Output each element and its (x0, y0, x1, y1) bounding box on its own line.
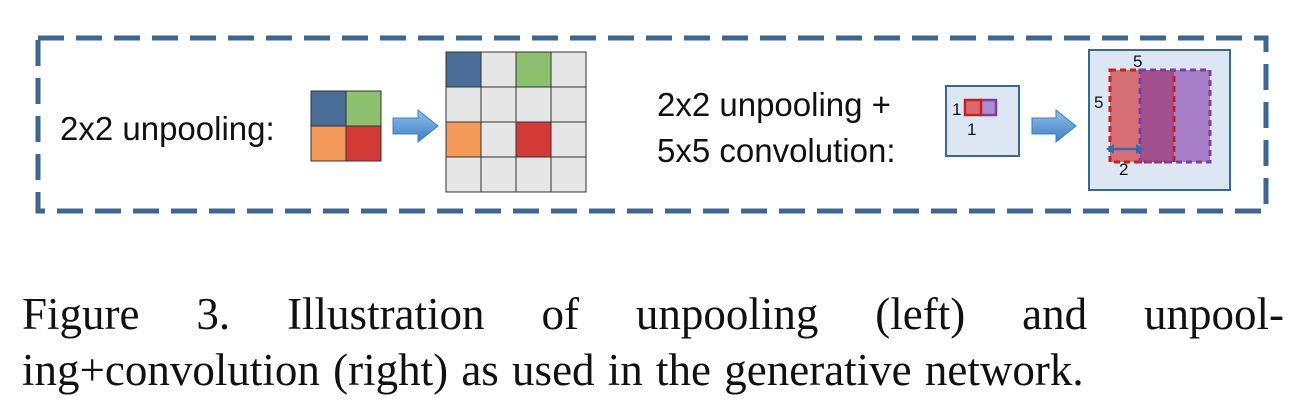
grid-cell (515, 156, 552, 193)
stride-arrowhead-left (1106, 144, 1114, 154)
grid-cell (445, 51, 482, 88)
grid-cell (550, 51, 587, 88)
grid-cell (445, 121, 482, 158)
grid-cell (480, 86, 517, 123)
input-cell-orange (310, 125, 347, 162)
grid-cell (445, 86, 482, 123)
input-cell-red (345, 125, 382, 162)
small-map-label-left: 1 (952, 100, 961, 119)
small-map-panel (945, 85, 1020, 157)
output-4x4-grid (445, 51, 587, 193)
figure-caption: Figure 3. Illustration of unpooling (lef… (22, 286, 1284, 398)
large-map-label-top: 5 (1133, 52, 1142, 71)
input-cell-blue (310, 90, 347, 127)
arrow-right-icon (392, 108, 439, 144)
grid-cell (515, 86, 552, 123)
grid-cell (480, 156, 517, 193)
right-label-line2: 5x5 convolution: (657, 132, 896, 169)
right-label-line1: 2x2 unpooling + (657, 86, 891, 123)
small-red-square (963, 98, 983, 117)
large-map-label-bottom: 2 (1119, 160, 1128, 179)
caption-line-1: Figure 3. Illustration of unpooling (lef… (22, 289, 1284, 339)
grid-cell (550, 86, 587, 123)
dashed-frame (35, 35, 1269, 214)
grid-cell (515, 121, 552, 158)
grid-cell (515, 51, 552, 88)
grid-cell (480, 51, 517, 88)
grid-cell (445, 156, 482, 193)
stride-arrowhead-right (1136, 144, 1144, 154)
grid-cell (550, 156, 587, 193)
unpooling-diagram: 2x2 unpooling: 2x2 unpooling + 5x5 convo… (35, 35, 1269, 214)
input-2x2-grid (310, 90, 382, 162)
left-label: 2x2 unpooling: (60, 110, 275, 147)
arrow-right-icon (1031, 108, 1077, 144)
input-cell-green (345, 90, 382, 127)
small-map-label-bottom: 1 (967, 120, 976, 139)
caption-line-2: ing+convolution (right) as used in the g… (22, 345, 1084, 395)
grid-cell (480, 121, 517, 158)
overlap-region (1140, 70, 1174, 162)
large-map-label-left: 5 (1094, 93, 1103, 112)
purple-filter-outline (1138, 68, 1212, 164)
small-purple-square (978, 98, 998, 117)
grid-cell (550, 121, 587, 158)
